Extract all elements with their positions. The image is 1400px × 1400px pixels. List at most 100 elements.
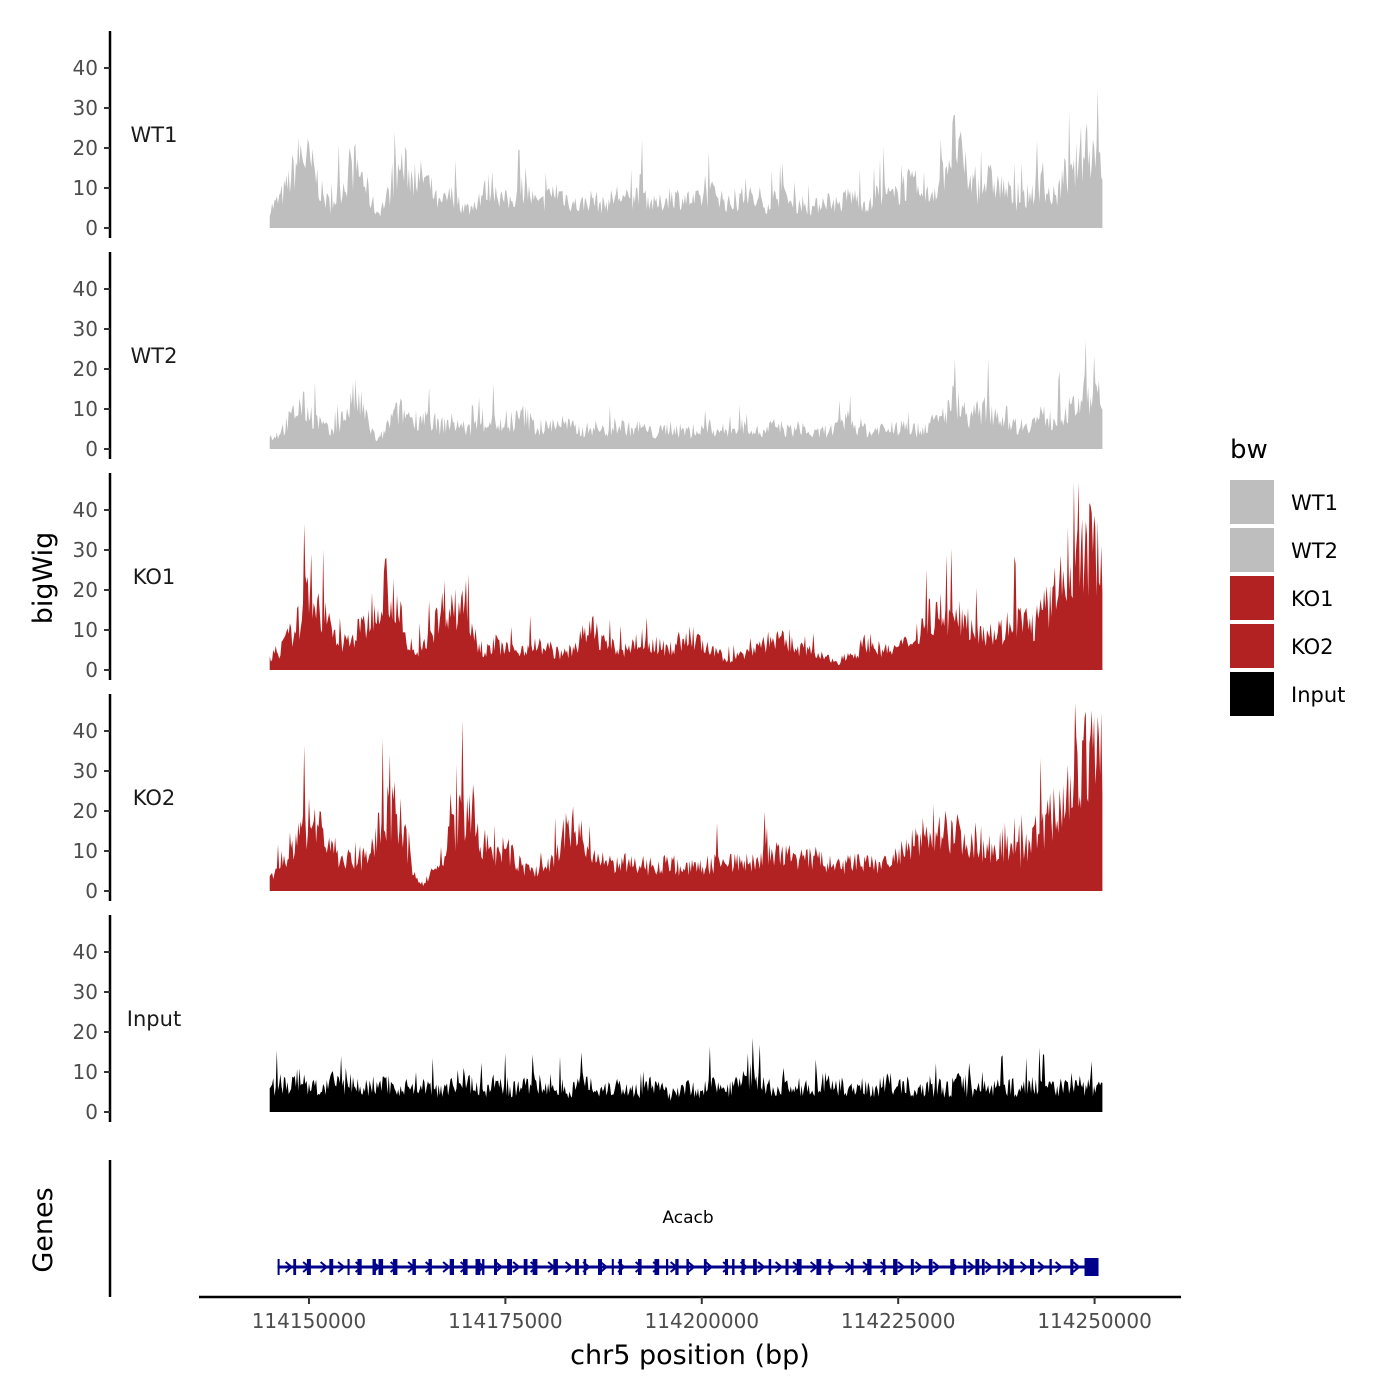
exon: [928, 1259, 933, 1275]
strand-arrow: [442, 1261, 451, 1273]
exon: [329, 1259, 334, 1275]
strand-arrow: [879, 1261, 889, 1273]
legend: bw WT1 WT2 KO1 KO2 Input: [1230, 435, 1345, 716]
exon: [523, 1259, 528, 1275]
exon: [703, 1259, 707, 1275]
strand-arrow: [302, 1261, 311, 1273]
legend-key-wt2: [1230, 528, 1274, 572]
strand-arrow: [844, 1261, 854, 1273]
exon: [785, 1259, 789, 1275]
exon: [475, 1259, 481, 1275]
gene-acacb: Acacb: [277, 1208, 1099, 1276]
exon: [963, 1259, 967, 1275]
exon: [583, 1259, 587, 1275]
gene-panel: Acacb: [108, 1160, 1099, 1297]
y-tick-label: 30: [73, 538, 98, 562]
exon: [828, 1259, 831, 1275]
track-label: WT1: [131, 123, 178, 147]
x-axis: 114150000 114175000 114200000 114225000 1142…: [199, 1295, 1181, 1333]
strand-arrow: [284, 1261, 294, 1273]
legend-label-wt2: WT2: [1291, 539, 1338, 563]
exon: [686, 1259, 689, 1275]
strand-arrow: [897, 1261, 906, 1273]
exon: [532, 1259, 538, 1275]
strand-arrow: [1037, 1261, 1046, 1273]
y-tick-label: 40: [73, 498, 98, 522]
legend-key-ko1: [1230, 576, 1274, 620]
exon: [372, 1259, 376, 1275]
strand-arrow: [652, 1261, 661, 1273]
exon: [1030, 1259, 1035, 1275]
track-wt1: 0 10 20 30 40 WT1: [73, 31, 1103, 240]
strand-arrow: [1002, 1261, 1011, 1273]
strand-arrow: [389, 1261, 399, 1273]
coverage-area: [269, 482, 1103, 670]
legend-label-ko1: KO1: [1291, 587, 1334, 611]
strand-arrow: [337, 1261, 346, 1273]
strand-arrow: [547, 1261, 556, 1273]
exon: [768, 1259, 772, 1275]
strand-arrow: [529, 1261, 539, 1273]
strand-arrow: [687, 1261, 696, 1273]
exon: [975, 1259, 980, 1275]
y-tick-label: 20: [73, 799, 98, 823]
y-tick-label: 30: [73, 980, 98, 1004]
strand-arrow: [1072, 1261, 1081, 1273]
strand-arrow: [669, 1261, 679, 1273]
strand-arrow: [967, 1261, 976, 1273]
strand-arrow: [617, 1261, 626, 1273]
strand-arrow: [704, 1261, 714, 1273]
exon: [997, 1259, 1001, 1275]
exon: [494, 1259, 497, 1275]
exon: [981, 1259, 985, 1275]
exon: [1009, 1259, 1014, 1275]
y-tick-label: 0: [85, 658, 98, 682]
strand-arrow: [722, 1261, 731, 1273]
track-label: KO1: [133, 565, 176, 589]
track-label: WT2: [131, 344, 178, 368]
strand-arrow: [1019, 1261, 1029, 1273]
strand-arrow: [564, 1261, 574, 1273]
coverage-area: [269, 340, 1103, 449]
legend-label-wt1: WT1: [1291, 491, 1338, 515]
y-tick-label: 10: [73, 618, 98, 642]
strand-arrow: [739, 1261, 749, 1273]
exon: [732, 1259, 735, 1275]
gene-label: Acacb: [662, 1208, 713, 1228]
exon: [347, 1259, 350, 1275]
x-tick-label: 114225000: [841, 1309, 956, 1333]
exon: [753, 1259, 757, 1275]
track-wt2: 0 10 20 30 40 WT2: [73, 252, 1103, 461]
y-tick-label: 40: [73, 719, 98, 743]
y-tick-label: 10: [73, 1060, 98, 1084]
exon: [816, 1259, 822, 1275]
x-tick-label: 114250000: [1037, 1309, 1152, 1333]
legend-key-ko2: [1230, 624, 1274, 668]
strand-arrow: [984, 1261, 994, 1273]
legend-label-ko2: KO2: [1291, 635, 1334, 659]
y-tick-label: 30: [73, 96, 98, 120]
strand-arrow: [914, 1261, 924, 1273]
exon: [910, 1259, 914, 1275]
exon: [638, 1259, 642, 1275]
y-tick-label: 0: [85, 879, 98, 903]
legend-key-wt1: [1230, 480, 1274, 524]
exon: [725, 1259, 728, 1275]
exon: [357, 1259, 362, 1275]
strand-arrow: [1054, 1261, 1064, 1273]
y-tick-label: 20: [73, 578, 98, 602]
exon: [1070, 1259, 1074, 1275]
signal-tracks: 0 10 20 30 40 WT1 0 10 20 30 40 WT2 0 10 20 30 40 KO1 0 10 2…: [73, 31, 1103, 1124]
exon: [654, 1259, 660, 1275]
strand-arrow: [634, 1261, 644, 1273]
strand-arrow: [949, 1261, 959, 1273]
strand-arrow: [372, 1261, 381, 1273]
strand-arrow: [319, 1261, 329, 1273]
strand-arrow: [792, 1261, 801, 1273]
exon: [1049, 1259, 1052, 1275]
exon: [449, 1259, 454, 1275]
y-tick-label: 30: [73, 759, 98, 783]
x-axis-title: chr5 position (bp): [570, 1340, 810, 1371]
exon: [293, 1259, 297, 1275]
exon: [741, 1259, 745, 1275]
